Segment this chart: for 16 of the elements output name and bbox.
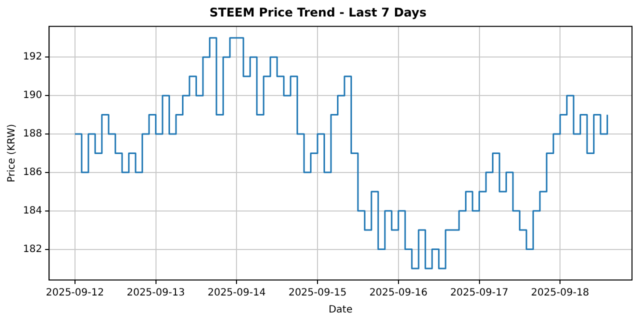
y-axis-title: Price (KRW) bbox=[6, 124, 18, 182]
y-tick-label: 186 bbox=[22, 167, 42, 178]
y-tick-label: 190 bbox=[22, 90, 42, 102]
y-tick-label: 184 bbox=[22, 205, 42, 216]
x-tick-label: 2025-09-14 bbox=[208, 288, 266, 299]
x-tick-label: 2025-09-12 bbox=[46, 288, 104, 299]
x-tick-label: 2025-09-13 bbox=[126, 288, 185, 299]
y-tick-label: 192 bbox=[22, 52, 42, 63]
y-tick-label: 188 bbox=[22, 128, 42, 140]
x-tick-label: 2025-09-17 bbox=[450, 288, 508, 299]
y-tick-label: 182 bbox=[22, 244, 42, 255]
chart-title: STEEM Price Trend - Last 7 Days bbox=[210, 5, 426, 20]
x-tick-label: 2025-09-18 bbox=[531, 288, 590, 299]
x-axis-title: Date bbox=[328, 304, 352, 316]
x-tick-label: 2025-09-15 bbox=[288, 288, 347, 299]
x-tick-label: 2025-09-16 bbox=[369, 288, 428, 299]
